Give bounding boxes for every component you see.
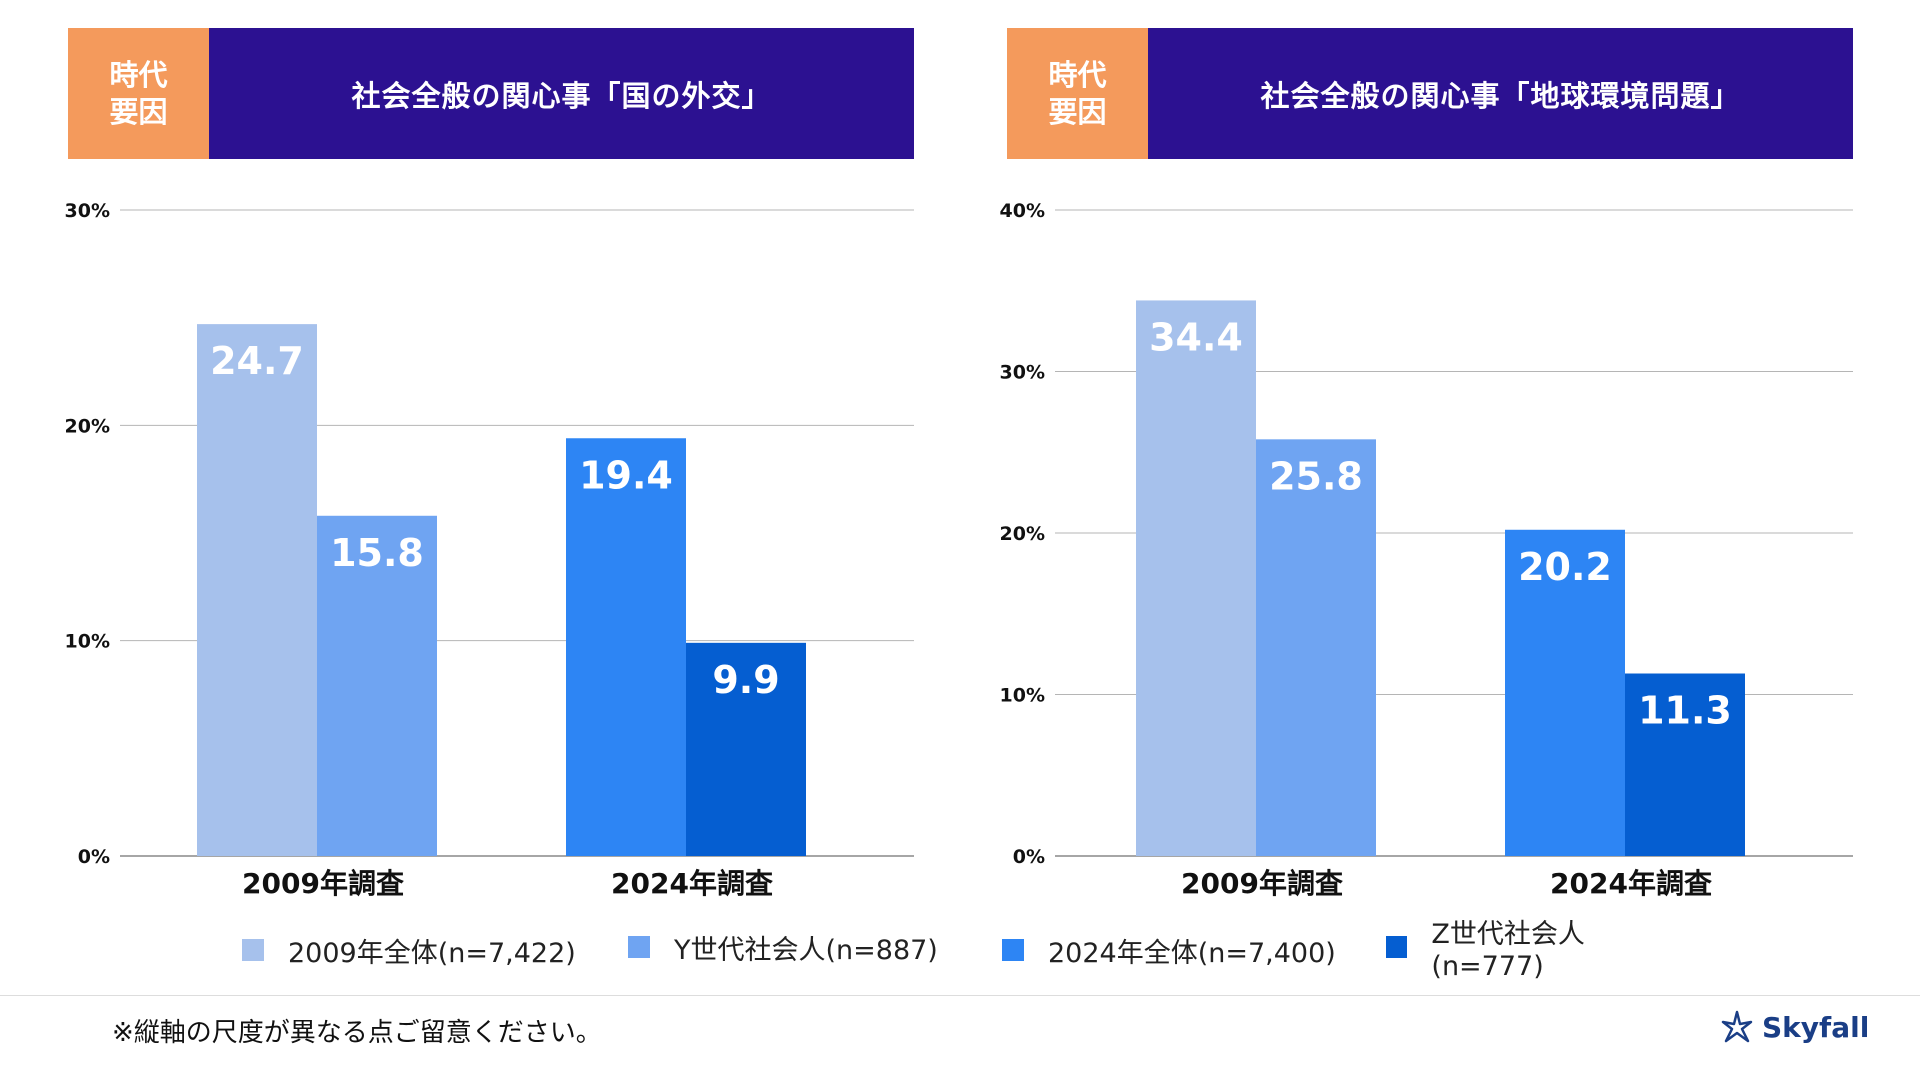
legend-item-2024-all: 2024年全体(n=7,400) — [1002, 925, 1336, 975]
chart-header-right: 時代 要因 社会全般の関心事「地球環境問題」 — [1007, 28, 1853, 159]
bar-value-label: 24.7 — [210, 339, 304, 383]
legend-label: Y世代社会人(n=887) — [674, 934, 938, 966]
y-tick-label: 30% — [1000, 362, 1045, 384]
tag-line-1: 時代 — [109, 58, 168, 93]
legend-swatch — [1002, 939, 1024, 961]
chart-header-left: 時代 要因 社会全般の関心事「国の外交」 — [68, 28, 914, 159]
bar — [1505, 529, 1625, 856]
bar — [197, 324, 317, 856]
bar-value-label: 19.4 — [579, 453, 673, 497]
legend-item-gen-z: Z世代社会人(n=777) — [1386, 919, 1690, 982]
tag-line-2: 要因 — [1048, 94, 1107, 129]
y-tick-label: 0% — [78, 846, 110, 868]
legend-label: 2024年全体(n=7,400) — [1048, 937, 1336, 969]
chart-legend: 2009年全体(n=7,422) Y世代社会人(n=887) 2024年全体(n… — [230, 919, 1690, 982]
footnote: ※縦軸の尺度が異なる点ご留意ください。 — [112, 1018, 602, 1048]
era-factor-tag: 時代 要因 — [68, 28, 209, 159]
bar-value-label: 15.8 — [330, 531, 424, 575]
y-tick-label: 40% — [1000, 200, 1045, 222]
y-tick-label: 10% — [65, 631, 110, 653]
legend-item-2009-all: 2009年全体(n=7,422) — [242, 925, 576, 975]
bar-value-label: 11.3 — [1638, 689, 1732, 733]
x-category-label: 2009年調査 — [1181, 867, 1343, 900]
legend-swatch — [242, 939, 264, 961]
tag-line-1: 時代 — [1048, 58, 1107, 93]
footer-divider — [0, 995, 1920, 996]
x-category-label: 2009年調査 — [242, 867, 404, 900]
bar-chart-foreign-affairs: 0% 10% 20% 30% 24.7 15.8 19.4 9.9 2009年調査 2024年調査 — [65, 200, 914, 900]
y-tick-label: 10% — [1000, 685, 1045, 707]
x-category-label: 2024年調査 — [1550, 867, 1712, 900]
bar — [1136, 300, 1256, 856]
y-tick-label: 0% — [1013, 846, 1045, 868]
legend-swatch — [628, 936, 650, 958]
bar — [566, 438, 686, 856]
era-factor-tag: 時代 要因 — [1007, 28, 1148, 159]
y-tick-label: 20% — [1000, 523, 1045, 545]
legend-item-gen-y: Y世代社会人(n=887) — [628, 922, 938, 972]
y-tick-label: 30% — [65, 200, 110, 222]
bar-value-label: 25.8 — [1269, 454, 1363, 498]
logo-text: Skyfall — [1762, 1010, 1870, 1044]
bar — [686, 642, 806, 856]
brand-logo: Skyfall — [1720, 1010, 1869, 1044]
legend-swatch — [1386, 936, 1408, 958]
tag-line-2: 要因 — [109, 94, 168, 129]
chart-title: 社会全般の関心事「国の外交」 — [209, 28, 914, 159]
bar-chart-global-environment: 0% 10% 20% 30% 40% 34.4 25.8 20.2 11.3 2009年調査 202… — [1000, 200, 1853, 900]
bar — [1256, 439, 1376, 856]
legend-label: Z世代社会人(n=777) — [1431, 919, 1585, 982]
skyfall-logo-icon — [1721, 1010, 1753, 1043]
bar-value-label: 9.9 — [712, 658, 779, 702]
y-tick-label: 20% — [65, 415, 110, 437]
x-category-label: 2024年調査 — [611, 867, 773, 900]
bar — [317, 515, 437, 856]
bar-value-label: 20.2 — [1518, 545, 1612, 589]
bar-value-label: 34.4 — [1149, 315, 1243, 359]
legend-label: 2009年全体(n=7,422) — [288, 937, 576, 969]
bar — [1625, 673, 1745, 856]
chart-title: 社会全般の関心事「地球環境問題」 — [1148, 28, 1853, 159]
